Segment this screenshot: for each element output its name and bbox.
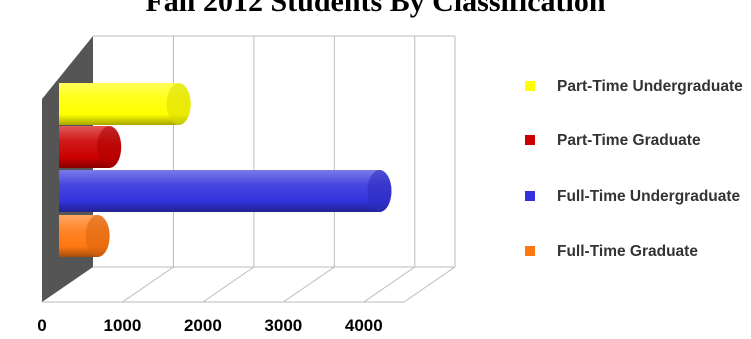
legend-swatch (525, 135, 535, 145)
legend-label: Part-Time Graduate (557, 132, 701, 149)
floor-gridline (283, 266, 335, 303)
floor-right-border (403, 266, 456, 303)
bar (59, 83, 191, 125)
chart-title: Fall 2012 Students By Classification (145, 0, 606, 18)
legend-swatch (525, 81, 535, 91)
bar (59, 170, 392, 212)
bar (59, 126, 122, 168)
x-tick-label: 1000 (104, 316, 142, 335)
bar-end-cap (367, 170, 392, 212)
floor-gridline (363, 266, 416, 303)
bar-end-cap (166, 83, 191, 125)
x-tick-label: 2000 (184, 316, 222, 335)
legend-label: Part-Time Undergraduate (557, 78, 743, 95)
legend-swatch (525, 246, 535, 256)
bar-end-cap (85, 215, 110, 257)
bar-body (59, 83, 191, 125)
bar (59, 215, 110, 257)
bar-end-cap (97, 126, 122, 168)
x-tick-label: 0 (37, 316, 46, 335)
floor-gridline (202, 266, 255, 303)
floor-gridline (122, 266, 174, 303)
bar-body (59, 170, 392, 212)
legend-label: Full-Time Undergraduate (557, 188, 741, 205)
legend-label: Full-Time Graduate (557, 243, 698, 260)
legend-swatch (525, 191, 535, 201)
chart-side-wall (42, 36, 93, 302)
x-tick-label: 4000 (345, 316, 383, 335)
x-tick-label: 3000 (264, 316, 302, 335)
